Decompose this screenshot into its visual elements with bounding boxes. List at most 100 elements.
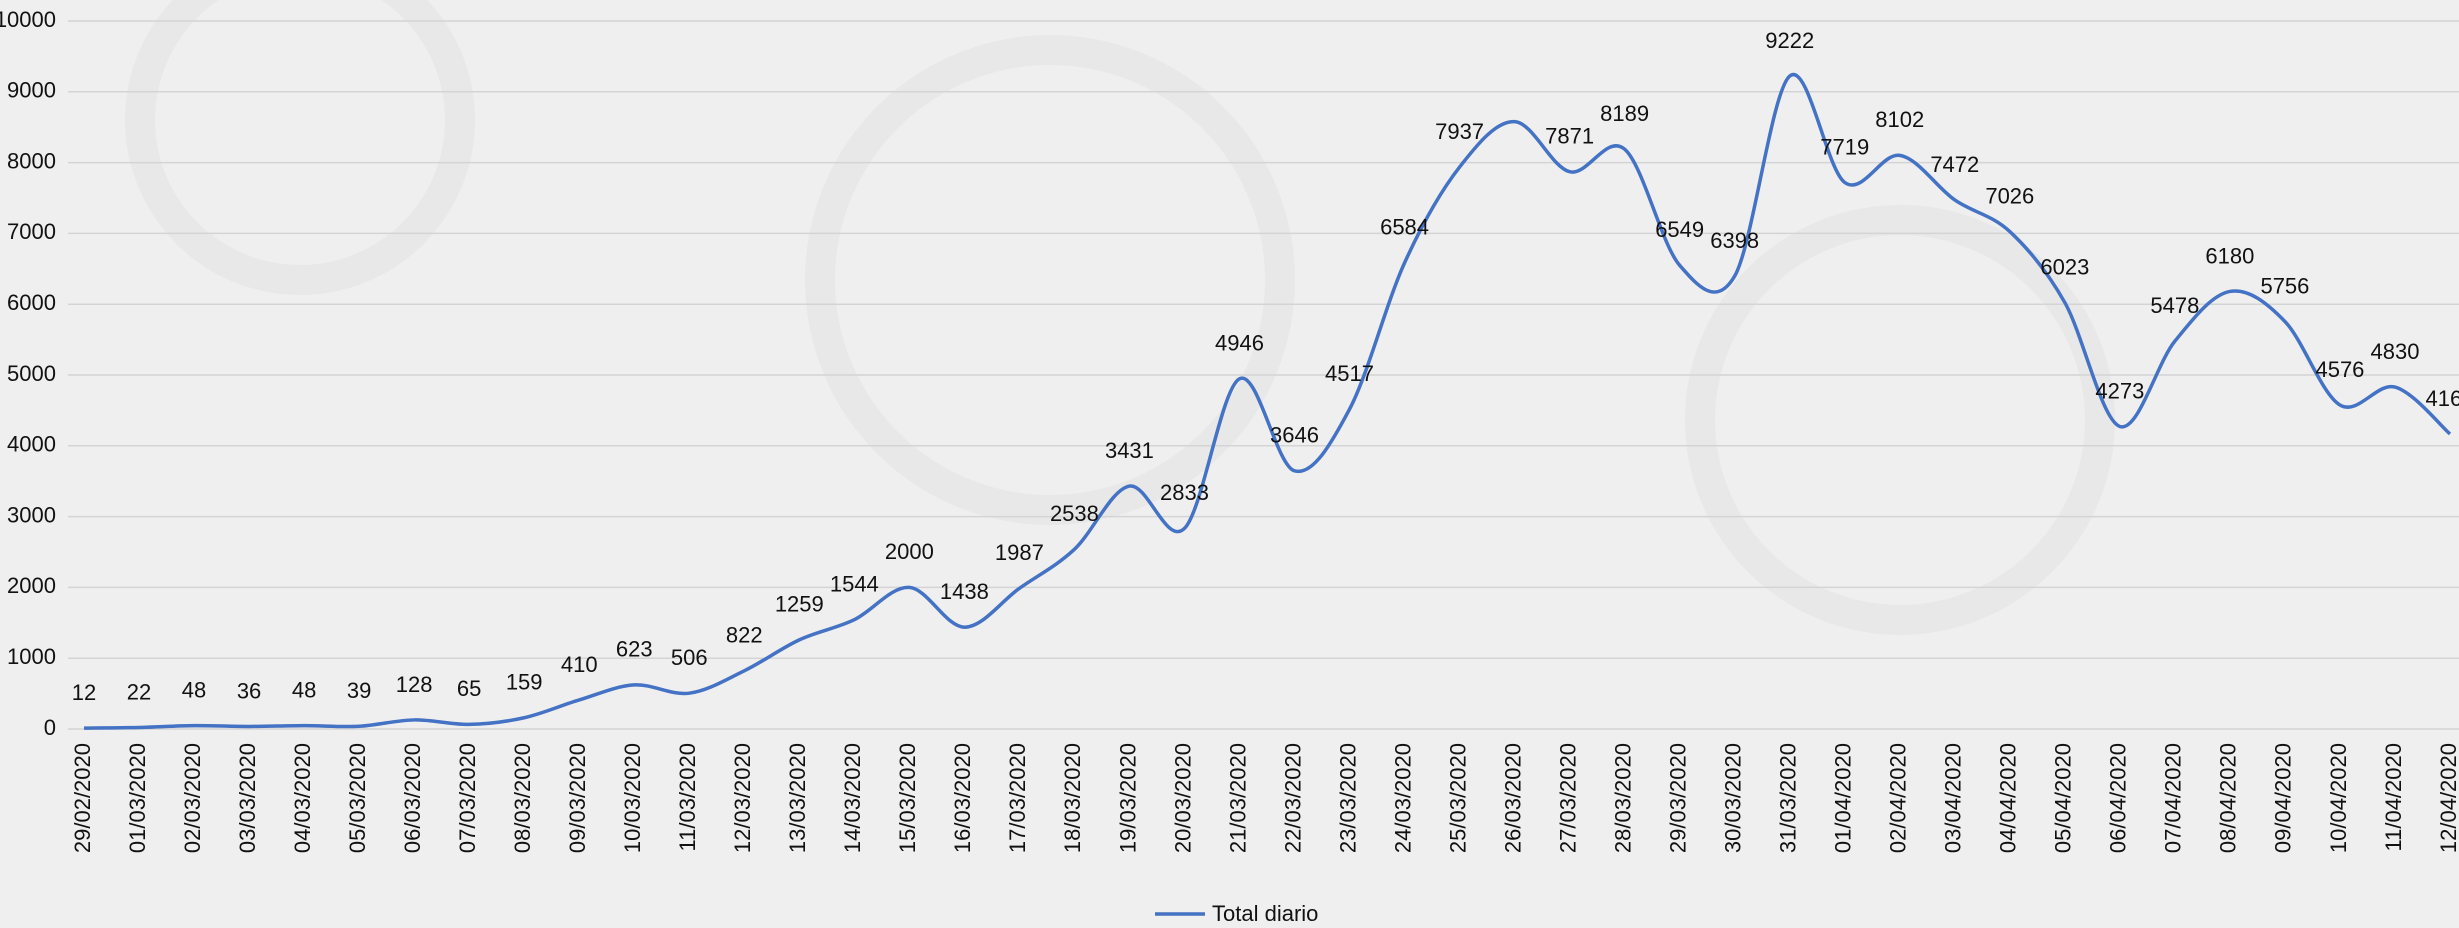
- y-tick-label: 5000: [7, 361, 56, 386]
- x-tick-label: 03/03/2020: [235, 743, 260, 853]
- y-tick-label: 6000: [7, 290, 56, 315]
- data-label: 3431: [1105, 438, 1154, 463]
- data-label: 3646: [1270, 423, 1319, 448]
- x-tick-label: 09/03/2020: [565, 743, 590, 853]
- x-tick-label: 04/03/2020: [290, 743, 315, 853]
- x-tick-label: 22/03/2020: [1280, 743, 1305, 853]
- data-label: 48: [182, 677, 206, 702]
- x-tick-label: 13/03/2020: [785, 743, 810, 853]
- data-label: 7937: [1435, 119, 1484, 144]
- data-label: 1438: [940, 579, 989, 604]
- x-tick-label: 26/03/2020: [1500, 743, 1525, 853]
- x-tick-label: 08/04/2020: [2216, 743, 2241, 853]
- y-tick-label: 10000: [0, 7, 56, 32]
- data-label: 1259: [775, 592, 824, 617]
- data-label: 1544: [830, 571, 879, 596]
- data-label: 9222: [1765, 28, 1814, 53]
- x-tick-label: 12/03/2020: [730, 743, 755, 853]
- x-tick-label: 18/03/2020: [1060, 743, 1085, 853]
- x-tick-label: 10/03/2020: [620, 743, 645, 853]
- x-tick-label: 16/03/2020: [950, 743, 975, 853]
- x-tick-label: 15/03/2020: [895, 743, 920, 853]
- x-tick-label: 21/03/2020: [1225, 743, 1250, 853]
- x-tick-label: 05/03/2020: [345, 743, 370, 853]
- data-label: 4946: [1215, 331, 1264, 356]
- data-label: 623: [616, 637, 653, 662]
- x-tick-label: 06/04/2020: [2106, 743, 2131, 853]
- x-tick-label: 01/04/2020: [1831, 743, 1856, 853]
- data-label: 65: [457, 676, 481, 701]
- x-tick-label: 07/04/2020: [2161, 743, 2186, 853]
- x-tick-label: 12/04/2020: [2436, 743, 2459, 853]
- data-label: 4273: [2095, 378, 2144, 403]
- x-tick-label: 30/03/2020: [1721, 743, 1746, 853]
- x-tick-label: 27/03/2020: [1555, 743, 1580, 853]
- data-label: 6398: [1710, 228, 1759, 253]
- x-tick-label: 09/04/2020: [2271, 743, 2296, 853]
- x-tick-label: 08/03/2020: [510, 743, 535, 853]
- data-label: 7719: [1820, 134, 1869, 159]
- x-tick-label: 04/04/2020: [1996, 743, 2021, 853]
- data-label: 4517: [1325, 361, 1374, 386]
- data-label: 48: [292, 677, 316, 702]
- data-label: 506: [671, 645, 708, 670]
- data-label: 6549: [1655, 217, 1704, 242]
- data-label: 1987: [995, 540, 1044, 565]
- x-tick-label: 14/03/2020: [840, 743, 865, 853]
- data-label: 2000: [885, 539, 934, 564]
- x-tick-label: 02/03/2020: [180, 743, 205, 853]
- x-tick-label: 29/02/2020: [70, 743, 95, 853]
- data-label: 6584: [1380, 215, 1429, 240]
- y-tick-label: 0: [44, 715, 56, 740]
- x-tick-label: 10/04/2020: [2326, 743, 2351, 853]
- data-line: [83, 72, 2452, 730]
- x-tick-label: 07/03/2020: [455, 743, 480, 853]
- x-tick-label: 31/03/2020: [1776, 743, 1801, 853]
- data-label: 822: [726, 623, 763, 648]
- data-label: 128: [396, 672, 433, 697]
- x-tick-label: 06/03/2020: [400, 743, 425, 853]
- data-label: 7871: [1545, 124, 1594, 149]
- x-tick-label: 19/03/2020: [1115, 743, 1140, 853]
- data-label: 4830: [2371, 339, 2420, 364]
- data-label: 4167: [2426, 386, 2459, 411]
- data-label: 36: [237, 678, 261, 703]
- y-tick-label: 8000: [7, 148, 56, 173]
- y-tick-label: 1000: [7, 644, 56, 669]
- x-tick-label: 17/03/2020: [1005, 743, 1030, 853]
- x-tick-label: 11/04/2020: [2381, 743, 2406, 851]
- data-label: 410: [561, 652, 598, 677]
- background-decoration: [125, 0, 2115, 635]
- data-label: 22: [127, 679, 151, 704]
- y-tick-label: 3000: [7, 502, 56, 527]
- data-label: 39: [347, 678, 371, 703]
- y-tick-label: 2000: [7, 573, 56, 598]
- data-label: 5478: [2150, 293, 2199, 318]
- data-label: 7026: [1985, 183, 2034, 208]
- x-tick-label: 11/03/2020: [675, 743, 700, 851]
- y-tick-label: 9000: [7, 78, 56, 103]
- data-label: 8189: [1600, 101, 1649, 126]
- x-tick-label: 05/04/2020: [2051, 743, 2076, 853]
- data-label: 7472: [1930, 152, 1979, 177]
- data-label: 12: [72, 680, 96, 705]
- x-tick-label: 28/03/2020: [1610, 743, 1635, 853]
- data-label: 159: [506, 670, 543, 695]
- data-label: 4576: [2315, 357, 2364, 382]
- x-tick-label: 20/03/2020: [1170, 743, 1195, 853]
- data-label: 8102: [1875, 107, 1924, 132]
- x-tick-label: 24/03/2020: [1390, 743, 1415, 853]
- x-tick-label: 01/03/2020: [125, 743, 150, 853]
- x-tick-label: 23/03/2020: [1335, 743, 1360, 853]
- x-tick-label: 02/04/2020: [1886, 743, 1911, 853]
- x-tick-label: 03/04/2020: [1941, 743, 1966, 853]
- data-label: 5756: [2260, 273, 2309, 298]
- x-tick-label: 29/03/2020: [1665, 743, 1690, 853]
- data-label: 2833: [1160, 480, 1209, 505]
- y-tick-label: 4000: [7, 432, 56, 457]
- x-tick-label: 25/03/2020: [1445, 743, 1470, 853]
- data-label: 2538: [1050, 501, 1099, 526]
- data-label: 6180: [2205, 243, 2254, 268]
